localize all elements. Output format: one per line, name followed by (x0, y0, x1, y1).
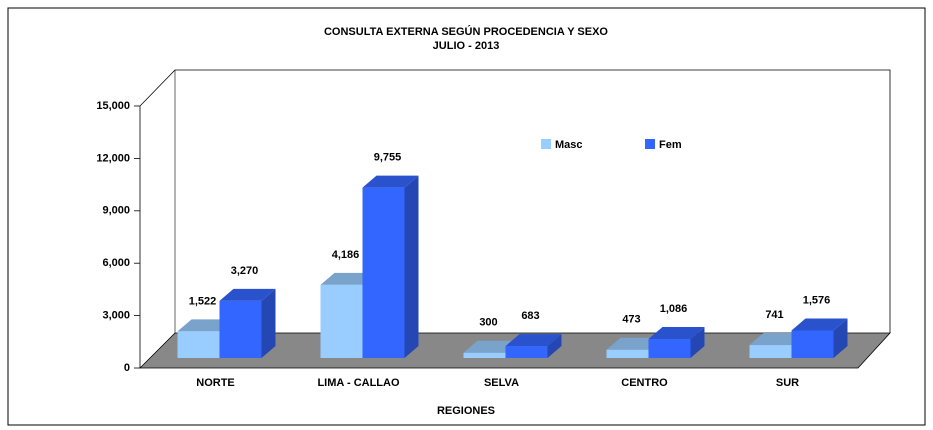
chart-title: CONSULTA EXTERNA SEGÚN PROCEDENCIA Y SEX… (324, 25, 608, 38)
y-tick-label: 12,000 (96, 152, 130, 164)
x-tick-label: NORTE (196, 377, 235, 389)
bar (320, 284, 363, 358)
bar (648, 339, 691, 358)
x-tick-label: LIMA - CALLAO (317, 377, 400, 389)
y-tick-label: 15,000 (96, 100, 130, 112)
y-tick-label: 0 (124, 362, 130, 374)
legend-label: Masc (555, 139, 583, 151)
bar (463, 352, 506, 358)
bar (606, 349, 649, 358)
bar-top (791, 318, 848, 331)
value-label: 1,086 (660, 303, 688, 315)
y-tick-label: 6,000 (102, 257, 130, 269)
legend-swatch (541, 139, 551, 149)
value-label: 3,270 (231, 265, 259, 277)
bar-side (261, 288, 276, 358)
bar-top (648, 327, 705, 340)
x-axis-label: REGIONES (437, 405, 495, 417)
legend-label: Fem (659, 139, 682, 151)
value-label: 473 (622, 314, 640, 326)
bar (505, 346, 548, 358)
bar (749, 345, 792, 358)
value-label: 1,522 (189, 295, 217, 307)
x-tick-label: CENTRO (621, 377, 668, 389)
bar (791, 330, 834, 358)
y-tick-label: 3,000 (102, 310, 130, 322)
value-label: 683 (521, 310, 539, 322)
value-label: 4,186 (332, 249, 360, 261)
bar (177, 331, 220, 358)
bar-side (690, 327, 705, 358)
value-label: 9,755 (374, 152, 402, 164)
x-tick-label: SUR (776, 377, 799, 389)
chart-subtitle: JULIO - 2013 (433, 40, 500, 52)
bar-top (362, 175, 419, 188)
value-label: 1,576 (803, 294, 831, 306)
bar-side (833, 318, 848, 358)
bar (219, 300, 262, 358)
bar-top (505, 334, 562, 347)
value-label: 300 (479, 317, 497, 329)
x-tick-label: SELVA (484, 377, 519, 389)
bar-side (547, 334, 562, 358)
y-tick-label: 9,000 (102, 205, 130, 217)
bar-top (219, 288, 276, 301)
bar-side (404, 175, 419, 358)
bar (362, 187, 405, 358)
legend-swatch (645, 139, 655, 149)
value-label: 741 (765, 309, 783, 321)
